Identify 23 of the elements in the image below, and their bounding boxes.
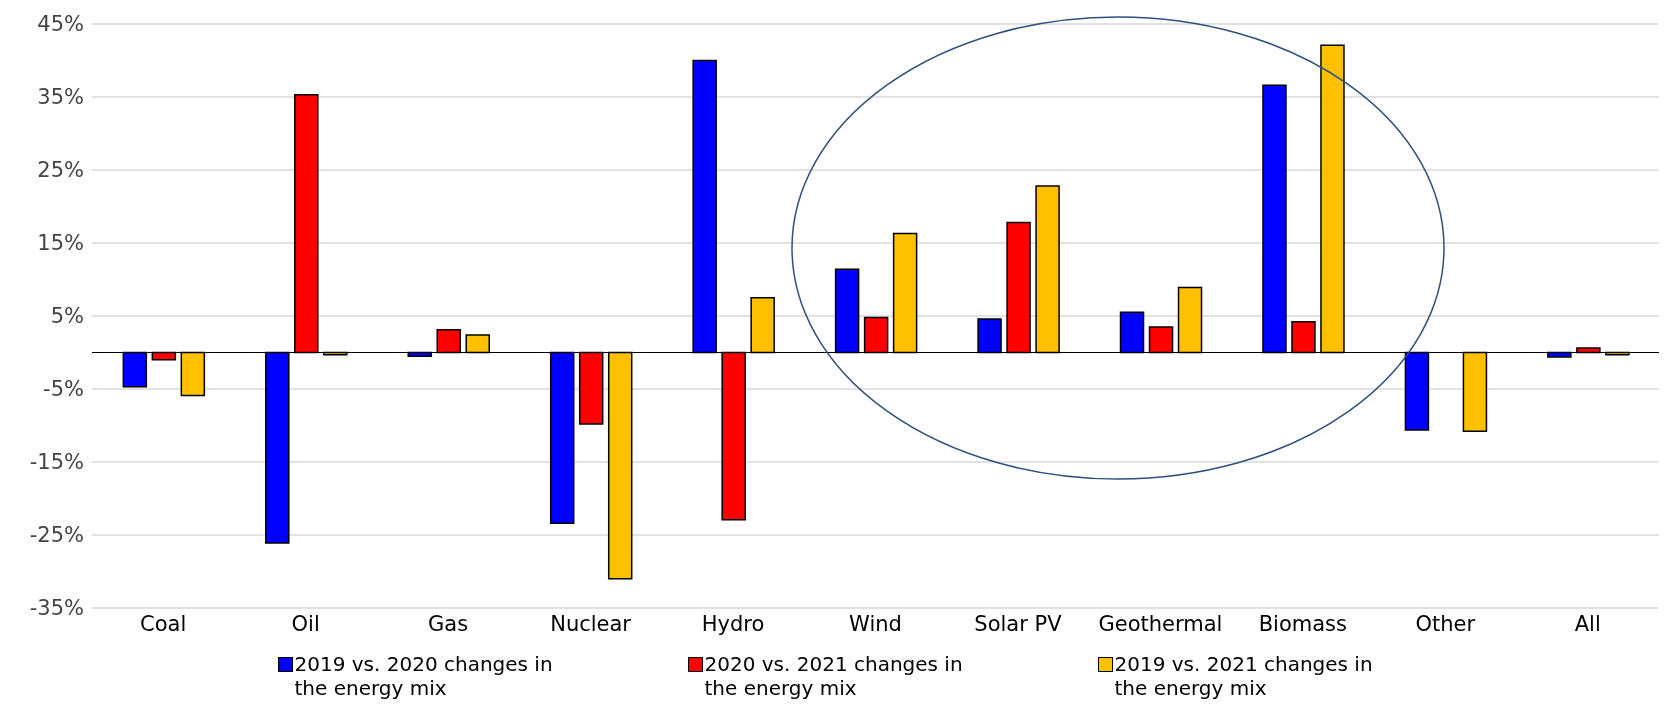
x-tick-label: Solar PV	[974, 611, 1063, 636]
x-tick-label: Biomass	[1258, 611, 1348, 636]
x-tick-label: Gas	[428, 611, 469, 636]
legend-label: 2020 vs. 2021 changes in the energy mix	[704, 652, 964, 700]
legend-label: 2019 vs. 2021 changes in the energy mix	[1114, 652, 1374, 700]
y-tick-label: 5%	[50, 304, 84, 329]
x-tick-label: Oil	[291, 611, 320, 636]
y-tick-label: -25%	[29, 523, 84, 548]
y-tick-label: 25%	[37, 158, 84, 183]
legend-label: 2019 vs. 2020 changes in the energy mix	[294, 652, 554, 700]
y-tick-label: -35%	[29, 596, 84, 621]
x-tick-label: Nuclear	[550, 611, 632, 636]
x-tick-label: Wind	[849, 611, 902, 636]
y-tick-label: 45%	[37, 12, 84, 37]
y-tick-label: 15%	[37, 231, 84, 256]
x-tick-label: Geothermal	[1098, 611, 1223, 636]
x-tick-label: Other	[1415, 611, 1476, 636]
x-tick-label: Hydro	[701, 611, 765, 636]
y-tick-label: 35%	[37, 85, 84, 110]
y-tick-label: -15%	[29, 450, 84, 475]
x-tick-label: All	[1574, 611, 1601, 636]
y-tick-label: -5%	[43, 377, 84, 402]
x-tick-label: Coal	[140, 611, 187, 636]
